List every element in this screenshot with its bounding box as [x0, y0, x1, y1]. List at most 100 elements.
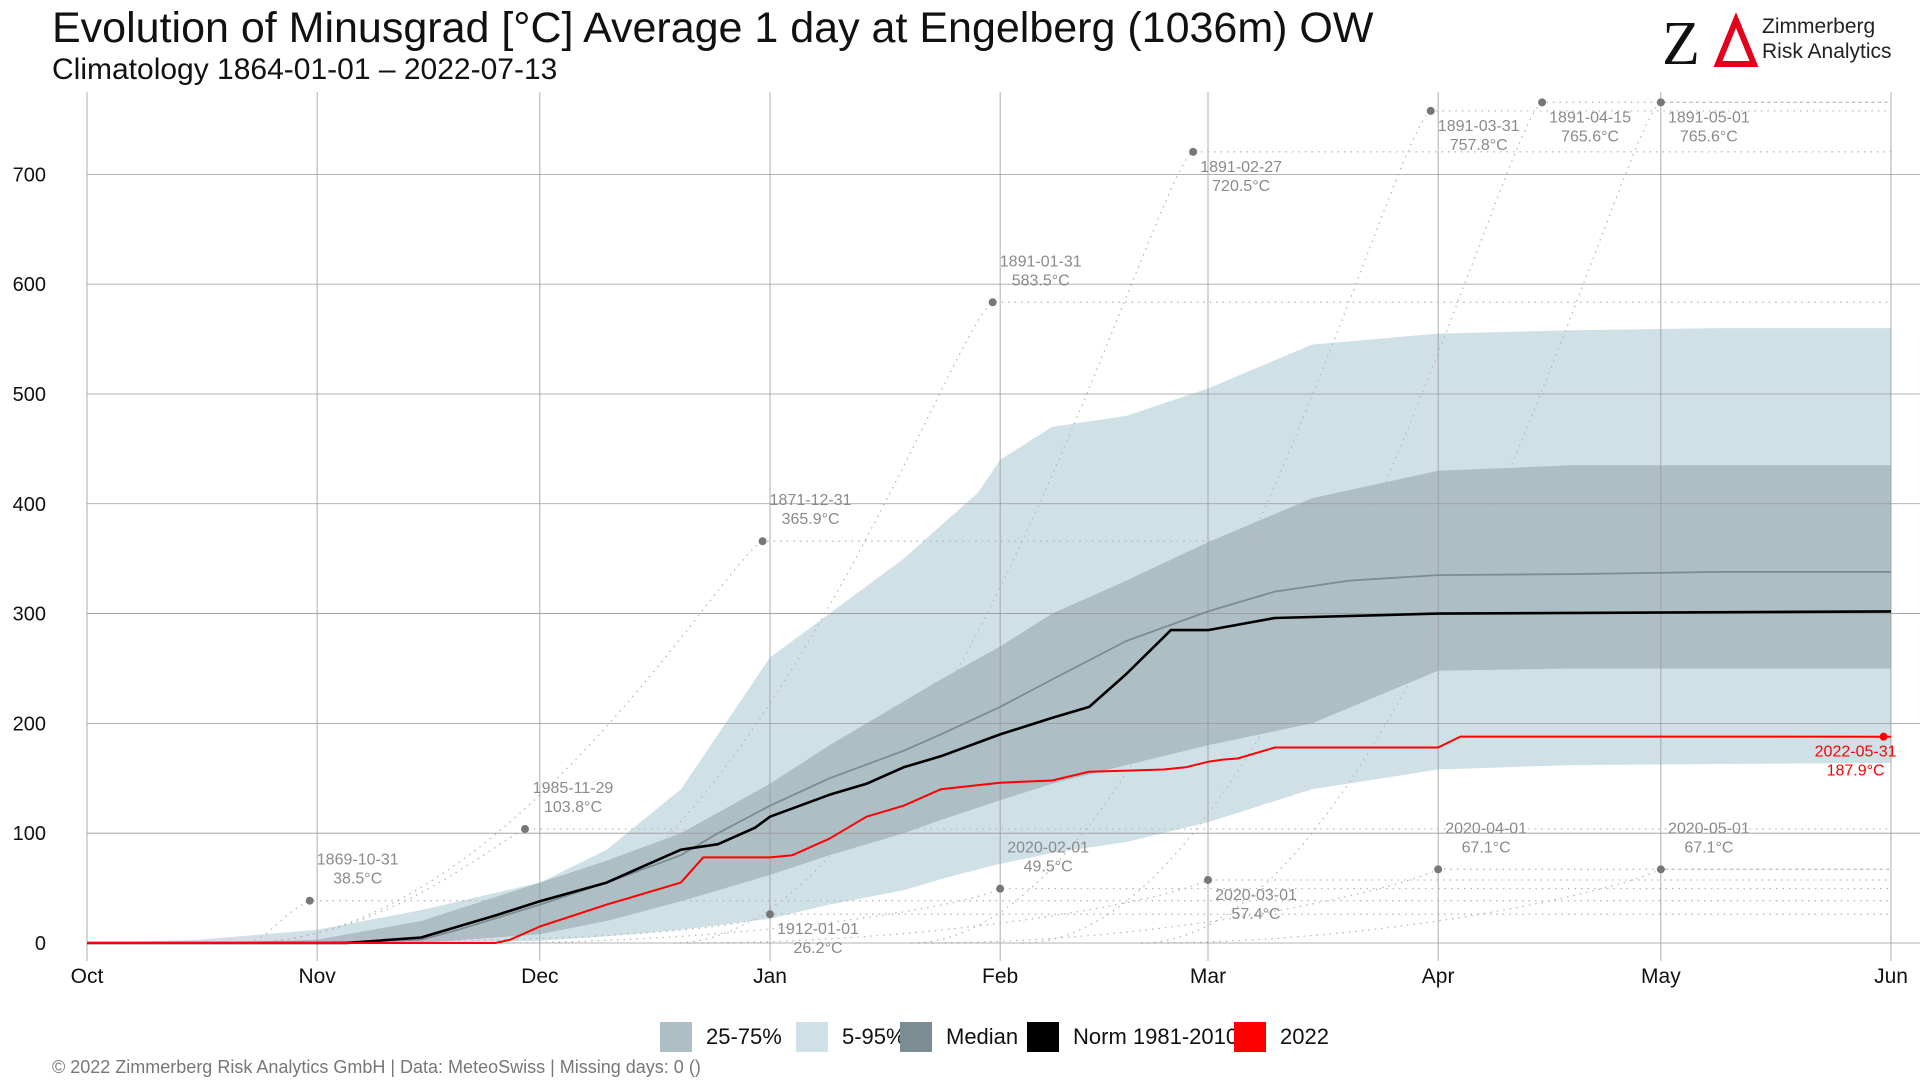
annotations-layer: 1869-10-31 38.5°C 1985-11-29 103.8°C 1871-12… [305, 98, 1897, 957]
annotation-date-label: 2020-02-01 [1007, 840, 1089, 857]
legend-label: 5-95% [842, 1024, 906, 1049]
series-line-norm-1981-2010 [87, 610, 1892, 945]
annotation-point [1656, 865, 1665, 874]
y-tick-label: 600 [13, 274, 46, 296]
annotation-date-label: 1871-12-31 [770, 492, 852, 509]
historic-trace [235, 828, 1891, 944]
y-tick-label: 100 [13, 823, 46, 845]
annotation-date-label: 1891-05-01 [1668, 109, 1750, 126]
annotation-value-label: 757.8°C [1450, 137, 1508, 154]
logo-line2: Risk Analytics [1762, 40, 1892, 63]
chart-subtitle: Climatology 1864-01-01 – 2022-07-13 [52, 53, 558, 86]
annotation-point [1656, 98, 1665, 107]
legend-swatch [1027, 1022, 1059, 1052]
annotation-value-label: 49.5°C [1024, 859, 1073, 876]
annotation-point [1189, 147, 1198, 156]
legend-label: Norm 1981-2010 [1073, 1024, 1239, 1049]
legend-item: 25-75% [660, 1017, 782, 1057]
series-line-median [87, 571, 1891, 944]
annotation-date-label: 1891-03-31 [1438, 118, 1520, 135]
legend-item: Norm 1981-2010 [1027, 1017, 1238, 1057]
annotation-point [1538, 98, 1547, 107]
plot-area: 1869-10-31 38.5°C 1985-11-29 103.8°C 1871-12… [13, 92, 1920, 988]
legend-item: 5-95% [796, 1017, 906, 1057]
annotation-date-label: 1891-02-27 [1200, 159, 1282, 176]
logo-delta-icon [1713, 12, 1759, 67]
annotation-date-label: 1912-01-01 [777, 921, 859, 938]
historic-trace [1022, 101, 1891, 944]
axes-layer: 0 100 200 300 400 500 600 700 Oct Nov Dec Jan Feb Mar… [13, 164, 1908, 988]
x-tick-label: Jun [1874, 965, 1908, 988]
legend-item: 2022 [1234, 1017, 1329, 1057]
x-tick-label: Mar [1190, 965, 1226, 988]
historic-traces-layer [235, 101, 1891, 944]
legend-swatch [796, 1022, 828, 1052]
annotation-value-label: 57.4°C [1231, 906, 1280, 923]
logo-text: Zimmerberg Risk Analytics [1762, 14, 1892, 64]
x-tick-label: Dec [521, 965, 558, 988]
annotation-point [988, 298, 997, 307]
y-tick-label: 0 [35, 933, 46, 955]
historic-trace [910, 110, 1891, 944]
annotation-point [1426, 106, 1435, 115]
y-tick-label: 500 [13, 384, 46, 406]
series-lines-layer [87, 571, 1892, 945]
annotation-point [765, 910, 774, 919]
legend-label: Median [946, 1024, 1019, 1049]
annotation-date-label: 2020-03-01 [1215, 887, 1297, 904]
annotation-point [758, 537, 767, 546]
annotation-point [305, 896, 314, 905]
legend-swatch [1234, 1022, 1266, 1052]
bands-layer [87, 328, 1891, 944]
annotation-point [1879, 732, 1888, 741]
band-25-75pct [87, 465, 1891, 943]
annotation-value-label: 765.6°C [1680, 128, 1738, 145]
y-tick-label: 400 [13, 494, 46, 516]
y-tick-label: 300 [13, 604, 46, 626]
company-logo: Z [1662, 12, 1759, 72]
y-tick-label: 700 [13, 164, 46, 186]
annotation-value-label: 583.5°C [1012, 272, 1070, 289]
legend-label: 2022 [1280, 1024, 1329, 1049]
legend-swatch [660, 1022, 692, 1052]
annotation-value-label: 365.9°C [782, 511, 840, 528]
legend-swatch [900, 1022, 932, 1052]
annotation-point [1434, 865, 1443, 874]
x-tick-label: Nov [298, 965, 336, 988]
annotation-date-label: 2022-05-31 [1815, 744, 1897, 761]
copyright-footer: © 2022 Zimmerberg Risk Analytics GmbH | … [52, 1057, 701, 1077]
x-tick-label: Apr [1422, 965, 1455, 988]
annotation-value-label: 765.6°C [1561, 128, 1619, 145]
legend: 25-75% 5-95% Median Norm 1981-2010 2022 [0, 1017, 1920, 1057]
annotation-value-label: 187.9°C [1827, 763, 1885, 780]
x-tick-label: Jan [753, 965, 787, 988]
series-line-2022 [87, 735, 1892, 944]
historic-trace [918, 868, 1891, 944]
annotation-point [1204, 875, 1213, 884]
y-tick-label: 200 [13, 713, 46, 735]
annotation-point [996, 884, 1005, 893]
logo-z-glyph: Z [1662, 12, 1700, 72]
logo-line1: Zimmerberg [1762, 15, 1876, 38]
annotation-value-label: 67.1°C [1462, 839, 1511, 856]
annotation-date-label: 2020-04-01 [1445, 820, 1527, 837]
historic-trace [1141, 101, 1891, 944]
annotation-value-label: 38.5°C [333, 871, 382, 888]
x-tick-label: Oct [71, 965, 104, 988]
chart-title: Evolution of Minusgrad [°C] Average 1 da… [52, 4, 1374, 52]
annotation-value-label: 67.1°C [1684, 839, 1733, 856]
annotation-date-label: 1891-04-15 [1549, 109, 1631, 126]
annotation-date-label: 1869-10-31 [317, 852, 399, 869]
x-tick-label: May [1641, 965, 1681, 988]
annotation-date-label: 2020-05-01 [1668, 820, 1750, 837]
annotation-date-label: 1985-11-29 [533, 780, 614, 797]
annotation-value-label: 26.2°C [793, 940, 842, 957]
x-tick-label: Feb [982, 965, 1018, 988]
annotation-point [521, 825, 530, 834]
historic-trace [1141, 868, 1891, 944]
annotation-date-label: 1891-01-31 [1000, 253, 1082, 270]
legend-item: Median [900, 1017, 1018, 1057]
legend-label: 25-75% [706, 1024, 782, 1049]
annotation-value-label: 720.5°C [1212, 178, 1270, 195]
annotation-value-label: 103.8°C [544, 799, 602, 816]
